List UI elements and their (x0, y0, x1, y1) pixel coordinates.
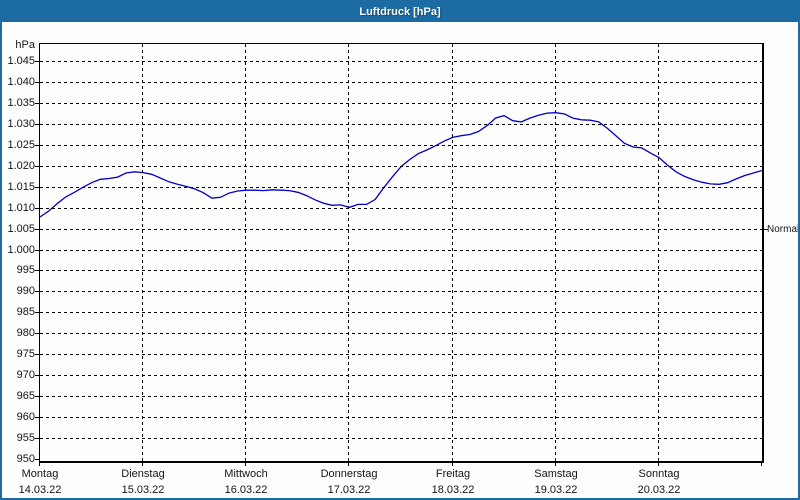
y-gridline (40, 270, 762, 271)
y-axis-tick (35, 61, 39, 62)
y-tick-label: 955 (16, 432, 35, 444)
plot-area (39, 43, 764, 463)
day-gridline (348, 44, 349, 461)
y-gridline (40, 312, 762, 313)
y-axis-tick (35, 438, 39, 439)
y-gridline (40, 145, 762, 146)
y-gridline (40, 250, 762, 251)
y-tick-label: 1.045 (7, 55, 35, 67)
day-name-label: Dienstag (121, 468, 165, 480)
day-gridline (555, 44, 556, 461)
x-axis-tick (348, 462, 349, 466)
day-name-label: Sonntag (638, 468, 680, 480)
day-date-label: 16.03.22 (224, 484, 268, 496)
x-axis-tick (658, 462, 659, 466)
day-date-label: 17.03.22 (327, 484, 371, 496)
day-name-label: Mittwoch (224, 468, 268, 480)
day-gridline (452, 44, 453, 461)
y-tick-label: 950 (16, 453, 35, 465)
y-gridline (40, 124, 762, 125)
y-gridline (40, 333, 762, 334)
y-gridline (40, 438, 762, 439)
day-name-label: Montag (21, 468, 59, 480)
y-tick-label: 990 (16, 285, 35, 297)
y-tick-label: 975 (16, 348, 35, 360)
x-axis-tick (245, 462, 246, 466)
y-tick-label: 1.005 (7, 223, 35, 235)
day-gridline (142, 44, 143, 461)
y-axis-tick (35, 145, 39, 146)
y-axis-tick (35, 103, 39, 104)
y-axis-tick (35, 229, 39, 230)
x-axis-tick (39, 462, 40, 466)
y-gridline (40, 229, 762, 230)
y-tick-label: 985 (16, 306, 35, 318)
y-tick-label: 960 (16, 411, 35, 423)
y-axis-tick (35, 375, 39, 376)
day-gridline (658, 44, 659, 461)
y-tick-label: 1.010 (7, 202, 35, 214)
y-gridline (40, 103, 762, 104)
y-axis-tick (35, 208, 39, 209)
y-gridline (40, 396, 762, 397)
day-name-label: Freitag (435, 468, 471, 480)
y-tick-label: 1.025 (7, 139, 35, 151)
y-axis-tick (35, 459, 39, 460)
pressure-chart: hPa Normal 1.045 1.040 1.035 1.030 1.025 1.02… (2, 24, 798, 498)
window-title: Luftdruck [hPa] (359, 6, 441, 18)
y-gridline (40, 166, 762, 167)
y-gridline (40, 375, 762, 376)
y-gridline (40, 187, 762, 188)
y-axis-tick (35, 166, 39, 167)
day-date-label: 18.03.22 (431, 484, 475, 496)
y-gridline (40, 61, 762, 62)
y-gridline (40, 82, 762, 83)
curve-polyline (39, 112, 763, 218)
y-tick-label: 1.020 (7, 160, 35, 172)
y-axis-tick (35, 333, 39, 334)
y-gridline (40, 291, 762, 292)
y-tick-label: 1.015 (7, 181, 35, 193)
y-tick-label: 980 (16, 327, 35, 339)
pressure-curve (39, 112, 763, 218)
y-gridline (40, 417, 762, 418)
y-axis-tick (35, 354, 39, 355)
y-tick-label: 1.040 (7, 76, 35, 88)
y-tick-label: 970 (16, 369, 35, 381)
y-tick-label: 1.000 (7, 244, 35, 256)
y-tick-label: 965 (16, 390, 35, 402)
day-name-label: Samstag (534, 468, 578, 480)
day-date-label: 19.03.22 (534, 484, 578, 496)
y-axis-tick (35, 124, 39, 125)
y-axis-tick (35, 312, 39, 313)
normal-marker-label: Normal (767, 224, 800, 235)
day-name-label: Donnerstag (320, 468, 378, 480)
y-tick-label: 1.035 (7, 97, 35, 109)
y-axis-tick (35, 82, 39, 83)
day-date-label: 15.03.22 (121, 484, 165, 496)
y-tick-label: 1.030 (7, 118, 35, 130)
day-gridline (245, 44, 246, 461)
x-axis-tick (452, 462, 453, 466)
x-axis-tick (142, 462, 143, 466)
y-gridline (40, 354, 762, 355)
y-axis-tick (35, 187, 39, 188)
y-axis-tick (35, 250, 39, 251)
y-axis-tick (35, 291, 39, 292)
y-tick-label: 995 (16, 264, 35, 276)
y-axis-unit-label: hPa (15, 39, 35, 51)
y-axis-tick (35, 396, 39, 397)
window-titlebar: Luftdruck [hPa] (2, 2, 798, 22)
y-axis-tick (35, 270, 39, 271)
normal-tick (764, 229, 768, 230)
x-axis-tick (761, 462, 762, 466)
day-date-label: 20.03.22 (637, 484, 681, 496)
day-date-label: 14.03.22 (18, 484, 62, 496)
y-axis-tick (35, 417, 39, 418)
x-axis-tick (555, 462, 556, 466)
y-gridline (40, 208, 762, 209)
